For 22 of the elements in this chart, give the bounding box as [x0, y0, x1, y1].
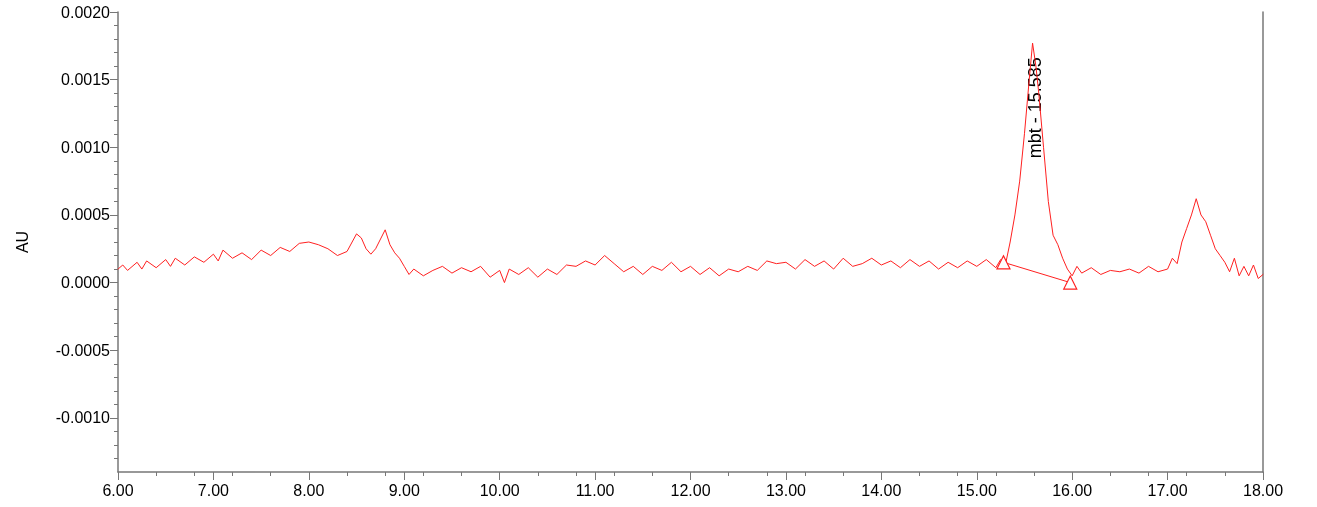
annotation: mbt - 15.585	[1024, 57, 1045, 159]
x-tick-label: 13.00	[765, 481, 807, 499]
y-axis-title: AU	[13, 230, 31, 254]
y-tick-label: 0.0020	[61, 3, 111, 21]
x-tick-label: 10.00	[479, 481, 520, 499]
y-tick-label: -0.0005	[55, 341, 111, 359]
x-tick-label: 11.00	[575, 481, 615, 499]
y-tick-label: -0.0010	[55, 409, 111, 427]
x-tick-label: 8.00	[293, 481, 325, 499]
x-tick-label: 18.00	[1242, 481, 1284, 499]
y-tick-label: 0.0005	[61, 206, 111, 224]
y-tick-label: 0.0000	[61, 274, 111, 292]
x-tick-label: 9.00	[388, 481, 420, 499]
x-tick-label: 7.00	[197, 481, 230, 499]
y-tick-label: 0.0015	[61, 71, 111, 89]
y-tick-label: 0.0010	[61, 138, 111, 156]
x-tick-label: 17.00	[1147, 481, 1188, 499]
x-tick-label: 14.00	[861, 481, 902, 499]
x-tick-label: 12.00	[670, 481, 711, 499]
x-tick-label: 6.00	[102, 481, 134, 499]
x-tick-label: 16.00	[1052, 481, 1093, 499]
x-tick-label: 15.00	[956, 481, 997, 499]
